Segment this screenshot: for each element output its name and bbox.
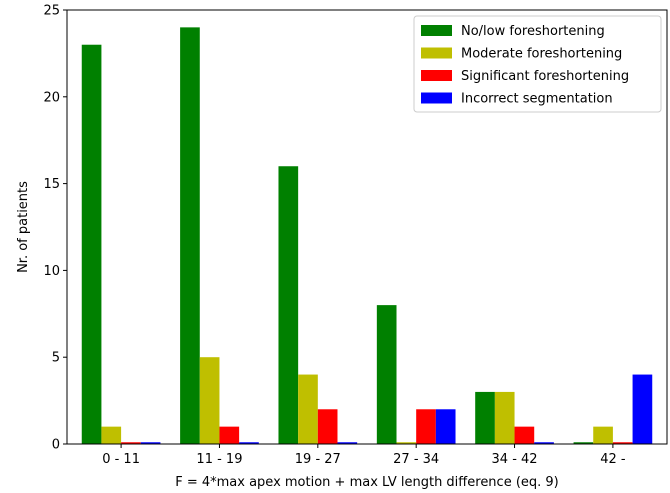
- plot-frame: [66, 9, 668, 445]
- x-tick-label: 0 - 11: [102, 452, 140, 467]
- x-tick-label: 42 -: [600, 452, 626, 467]
- legend-swatch: [421, 25, 452, 36]
- legend-swatch: [421, 47, 452, 59]
- bar: [475, 391, 495, 444]
- x-tick-label: 19 - 27: [295, 452, 341, 467]
- y-tick-label: 5: [52, 351, 60, 366]
- legend-swatch: [421, 70, 452, 81]
- bar: [534, 442, 554, 444]
- y-axis-label: Nr. of patients: [16, 181, 31, 273]
- bar: [239, 442, 259, 444]
- legend-label: No/low foreshortening: [461, 24, 605, 39]
- legend-label: Moderate foreshortening: [461, 47, 622, 62]
- bar: [219, 426, 240, 444]
- y-tick-label: 20: [43, 90, 60, 105]
- y-tick-label: 25: [43, 4, 60, 19]
- bar: [180, 27, 200, 445]
- bar: [140, 442, 161, 444]
- bar: [101, 426, 122, 444]
- x-tick-label: 34 - 42: [492, 452, 538, 467]
- x-axis: 0 - 11 11 - 19 19 - 27 27 - 34 34 - 42 42 -: [102, 444, 626, 467]
- bar: [298, 374, 318, 444]
- bar: [278, 166, 299, 445]
- legend-swatch: [421, 92, 452, 104]
- x-tick-label: 27 - 34: [393, 452, 439, 467]
- bar: [632, 374, 653, 444]
- legend-label: Significant foreshortening: [461, 69, 629, 84]
- bar: [494, 391, 515, 444]
- bar: [199, 357, 220, 444]
- bar: [573, 442, 594, 444]
- bar: [435, 409, 456, 444]
- y-tick-label: 0: [52, 438, 60, 453]
- y-tick-label: 10: [43, 264, 60, 279]
- bar: [317, 409, 338, 444]
- bar: [121, 442, 141, 444]
- y-axis: 0 5 10 15 20 25: [43, 4, 67, 453]
- x-axis-label: F = 4*max apex motion + max LV length di…: [175, 475, 559, 490]
- bar: [593, 426, 613, 444]
- bar: [396, 442, 417, 444]
- x-tick-label: 11 - 19: [196, 452, 242, 467]
- bar: [376, 305, 397, 444]
- bar: [337, 442, 358, 444]
- bar: [81, 44, 102, 444]
- y-tick-label: 15: [43, 177, 60, 192]
- bar: [416, 409, 436, 444]
- legend-label: Incorrect segmentation: [461, 92, 613, 107]
- legend: No/low foreshortening Moderate foreshorte…: [413, 15, 662, 113]
- legend-box: [413, 15, 662, 113]
- bar: [514, 426, 535, 444]
- bars-group: [81, 27, 653, 445]
- bar: [612, 442, 633, 444]
